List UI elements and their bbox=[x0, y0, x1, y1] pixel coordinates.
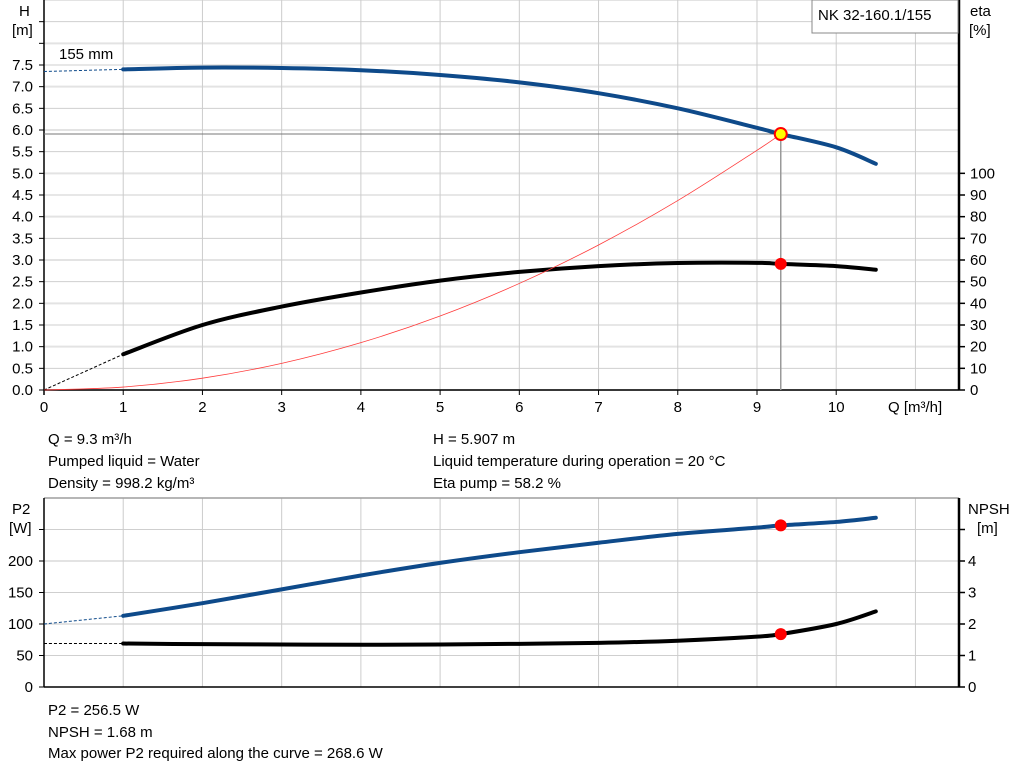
info-max-power: Max power P2 required along the curve = … bbox=[48, 745, 383, 762]
p2-axis-unit: [W] bbox=[9, 520, 32, 537]
top-grid bbox=[43, 0, 961, 395]
eta-tick-label: 0 bbox=[970, 382, 978, 399]
bottom-grid bbox=[43, 497, 961, 688]
p2-tick-label: 200 bbox=[8, 553, 33, 570]
p2-tick-label: 150 bbox=[8, 585, 33, 602]
x-tick-label: 5 bbox=[436, 399, 444, 416]
h-tick-label: 0.5 bbox=[12, 360, 33, 377]
npsh-duty-marker bbox=[774, 628, 787, 641]
head-curve bbox=[121, 65, 878, 166]
eta-tick-label: 40 bbox=[970, 295, 987, 312]
eta-duty-marker bbox=[774, 257, 787, 270]
npsh-axis-label: NPSH bbox=[968, 501, 1010, 518]
npsh-axis-unit: [m] bbox=[977, 520, 998, 537]
info-p2: P2 = 256.5 W bbox=[48, 702, 140, 719]
npsh-tick-label: 3 bbox=[968, 585, 976, 602]
x-tick-label: 4 bbox=[357, 399, 365, 416]
duty-point-marker bbox=[773, 127, 788, 142]
info-eta: Eta pump = 58.2 % bbox=[433, 475, 561, 492]
eta-tick-label: 60 bbox=[970, 252, 987, 269]
h-tick-label: 2.5 bbox=[12, 274, 33, 291]
h-tick-label: 7.0 bbox=[12, 79, 33, 96]
eta-tick-label: 20 bbox=[970, 339, 987, 356]
npsh-tick-label: 2 bbox=[968, 616, 976, 633]
x-tick-label: 6 bbox=[515, 399, 523, 416]
info-liquid: Pumped liquid = Water bbox=[48, 453, 200, 470]
h-axis-label: H bbox=[19, 3, 30, 20]
h-tick-label: 5.5 bbox=[12, 144, 33, 161]
h-tick-label: 7.5 bbox=[12, 57, 33, 74]
curves bbox=[43, 65, 878, 647]
h-tick-label: 6.5 bbox=[12, 100, 33, 117]
npsh-tick-label: 0 bbox=[968, 679, 976, 696]
x-tick-label: 3 bbox=[277, 399, 285, 416]
x-tick-label: 9 bbox=[753, 399, 761, 416]
npsh-tick-label: 1 bbox=[968, 648, 976, 665]
eta-tick-label: 10 bbox=[970, 360, 987, 377]
h-axis-unit: [m] bbox=[12, 22, 33, 39]
eta-tick-label: 100 bbox=[970, 165, 995, 182]
h-tick-label: 4.0 bbox=[12, 209, 33, 226]
eta-axis-label: eta bbox=[970, 3, 992, 20]
info-q: Q = 9.3 m³/h bbox=[48, 431, 132, 448]
head-extrapolated bbox=[43, 68, 124, 72]
eta-tick-label: 50 bbox=[970, 274, 987, 291]
h-tick-label: 1.5 bbox=[12, 317, 33, 334]
eta-tick-label: 30 bbox=[970, 317, 987, 334]
eta-tick-label: 70 bbox=[970, 230, 987, 247]
p2-curve bbox=[121, 515, 878, 618]
x-tick-label: 0 bbox=[40, 399, 48, 416]
info-h: H = 5.907 m bbox=[433, 431, 516, 448]
h-tick-label: 1.0 bbox=[12, 339, 33, 356]
eta-axis-unit: [%] bbox=[969, 22, 991, 39]
chart-title: NK 32-160.1/155 bbox=[818, 7, 931, 24]
info-density: Density = 998.2 kg/m³ bbox=[48, 475, 195, 492]
system-curve bbox=[43, 133, 782, 391]
curve-label: 155 mm bbox=[59, 46, 113, 63]
h-tick-label: 2.0 bbox=[12, 295, 33, 312]
eta-curve bbox=[121, 260, 878, 357]
x-tick-label: 7 bbox=[594, 399, 602, 416]
h-tick-label: 5.0 bbox=[12, 165, 33, 182]
npsh-curve bbox=[121, 609, 878, 647]
info-npsh: NPSH = 1.68 m bbox=[48, 724, 153, 741]
eta-extrapolated bbox=[43, 353, 124, 391]
eta-tick-label: 80 bbox=[970, 209, 987, 226]
info-temperature: Liquid temperature during operation = 20… bbox=[433, 453, 726, 470]
x-tick-label: 8 bbox=[674, 399, 682, 416]
q-axis-label: Q [m³/h] bbox=[888, 399, 942, 416]
p2-tick-label: 50 bbox=[16, 648, 33, 665]
h-tick-label: 4.5 bbox=[12, 187, 33, 204]
h-tick-label: 0.0 bbox=[12, 382, 33, 399]
p2-extrapolated bbox=[43, 615, 124, 625]
p2-duty-marker bbox=[774, 519, 787, 532]
axis-labels: 0 1 2 3 4 5 6 7 8 9 100.00.51.01.52.02.53.03.54.04… bbox=[8, 21, 995, 696]
p2-tick-label: 0 bbox=[25, 679, 33, 696]
title-box bbox=[811, 0, 959, 34]
p2-tick-label: 100 bbox=[8, 616, 33, 633]
x-tick-label: 10 bbox=[828, 399, 845, 416]
x-tick-label: 2 bbox=[198, 399, 206, 416]
x-tick-label: 1 bbox=[119, 399, 127, 416]
h-tick-label: 6.0 bbox=[12, 122, 33, 139]
eta-tick-label: 90 bbox=[970, 187, 987, 204]
h-tick-label: 3.5 bbox=[12, 230, 33, 247]
p2-axis-label: P2 bbox=[12, 501, 30, 518]
h-tick-label: 3.0 bbox=[12, 252, 33, 269]
npsh-tick-label: 4 bbox=[968, 553, 976, 570]
